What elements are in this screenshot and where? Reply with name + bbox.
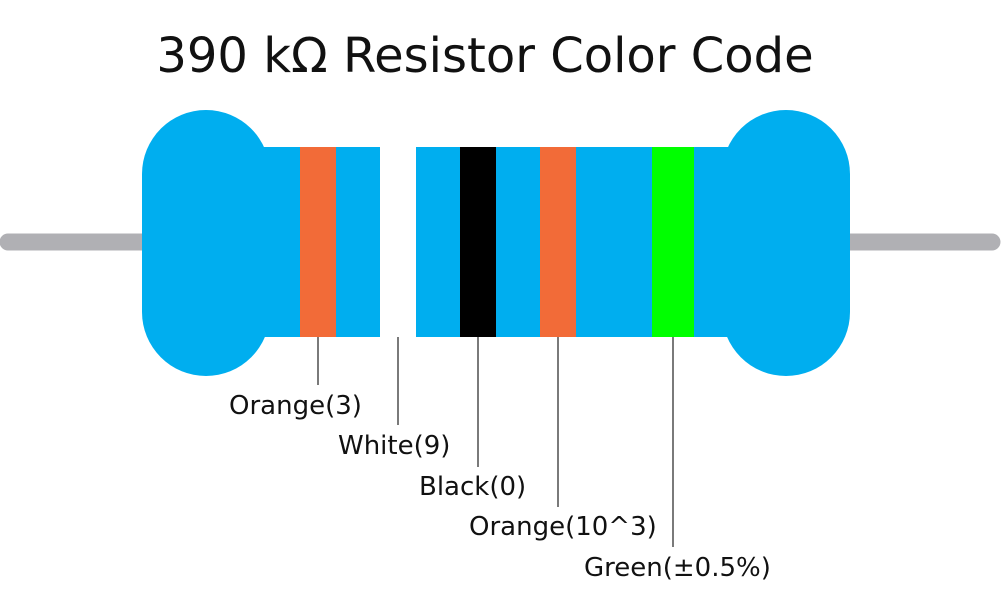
page-title: 390 kΩ Resistor Color Code bbox=[156, 28, 814, 84]
band-2 bbox=[380, 147, 416, 337]
band-1-label: Orange(3) bbox=[229, 391, 362, 421]
tolerance-band-label: Green(±0.5%) bbox=[584, 553, 771, 583]
band-3-label: Black(0) bbox=[419, 472, 526, 502]
color-bands bbox=[300, 147, 694, 337]
leader-lines bbox=[317, 337, 674, 547]
band-2-label: White(9) bbox=[338, 431, 450, 461]
band-labels: Orange(3) White(9) Black(0) Orange(10^3) Gre… bbox=[229, 391, 771, 583]
band-3 bbox=[460, 147, 496, 337]
band-1 bbox=[300, 147, 336, 337]
tolerance-band bbox=[652, 147, 694, 337]
multiplier-band bbox=[540, 147, 576, 337]
multiplier-band-label: Orange(10^3) bbox=[469, 512, 657, 542]
